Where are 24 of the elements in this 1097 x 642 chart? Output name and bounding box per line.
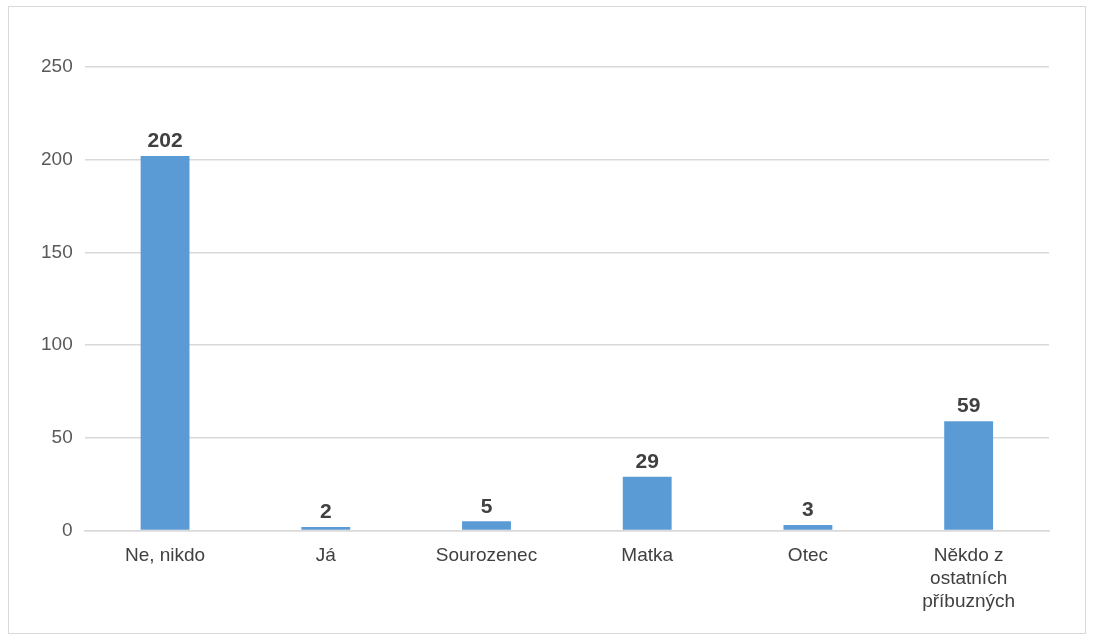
x-tick-label: Matka: [621, 544, 674, 566]
y-tick-label: 0: [62, 518, 73, 540]
x-tick-label: Já: [315, 544, 337, 566]
bar: [140, 156, 190, 530]
data-label: 59: [956, 393, 981, 417]
x-tick-label: Sourozenec: [435, 544, 538, 566]
x-tick-label: Ne, nikdo: [124, 544, 206, 566]
bar: [462, 521, 511, 530]
y-tick-label: 50: [51, 426, 73, 448]
y-tick-label: 150: [41, 240, 73, 262]
y-tick-label: 250: [41, 55, 73, 77]
data-label: 3: [802, 497, 814, 521]
bar: [944, 421, 994, 530]
data-label: 2: [319, 499, 332, 523]
data-label: 5: [480, 493, 493, 517]
bar: [783, 525, 833, 530]
data-label: 202: [147, 128, 183, 152]
data-label: 29: [635, 449, 659, 473]
y-tick-label: 200: [41, 147, 73, 169]
bar: [301, 526, 351, 530]
bar: [622, 476, 672, 530]
x-tick-label: Někdo z ostatních příbuzných: [922, 544, 1016, 611]
y-tick-label: 100: [41, 333, 73, 355]
x-tick-label: Otec: [787, 544, 828, 566]
